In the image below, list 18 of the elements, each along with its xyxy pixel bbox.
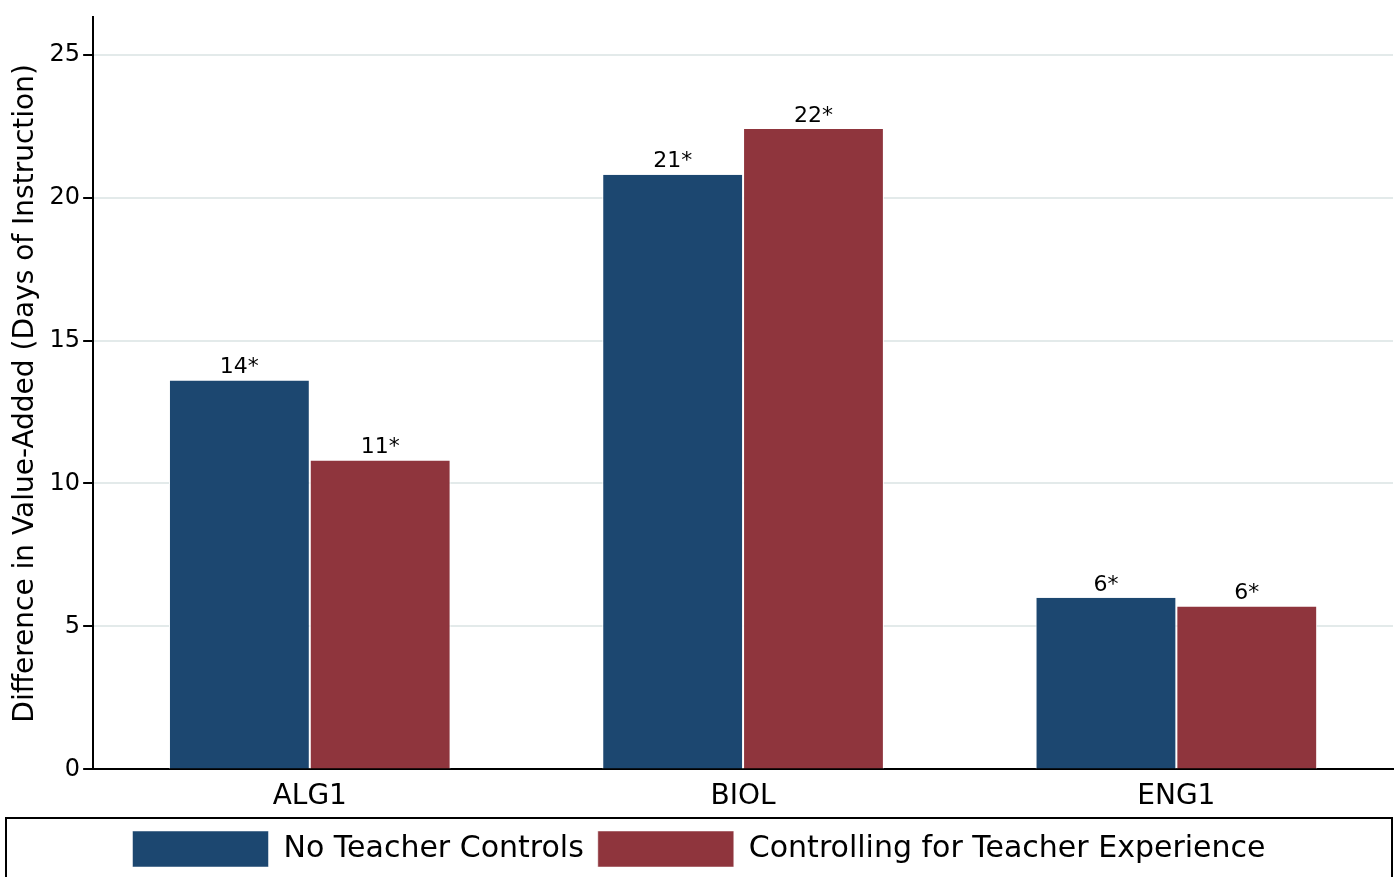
data-label: 6* — [1234, 579, 1260, 605]
data-label: 21* — [653, 147, 693, 173]
y-axis-title: Difference in Value-Added (Days of Instruction) — [7, 64, 41, 723]
legend-label: Controlling for Teacher Experience — [748, 828, 1266, 864]
y-tick-label: 25 — [49, 38, 81, 67]
legend-label: No Teacher Controls — [283, 828, 584, 864]
data-label: 6* — [1093, 570, 1119, 596]
x-tick-label: ENG1 — [1137, 778, 1216, 812]
x-tick-label: ALG1 — [272, 778, 347, 812]
data-label: 11* — [360, 433, 400, 459]
y-tick-label: 0 — [64, 753, 81, 782]
y-tick-label: 5 — [64, 610, 81, 639]
y-tick-label: 10 — [49, 467, 81, 496]
y-tick-label: 20 — [49, 181, 81, 210]
data-label: 14* — [219, 353, 259, 379]
x-tick-label: BIOL — [710, 778, 777, 812]
data-label: 22* — [793, 101, 833, 127]
y-tick-label: 15 — [49, 324, 81, 353]
